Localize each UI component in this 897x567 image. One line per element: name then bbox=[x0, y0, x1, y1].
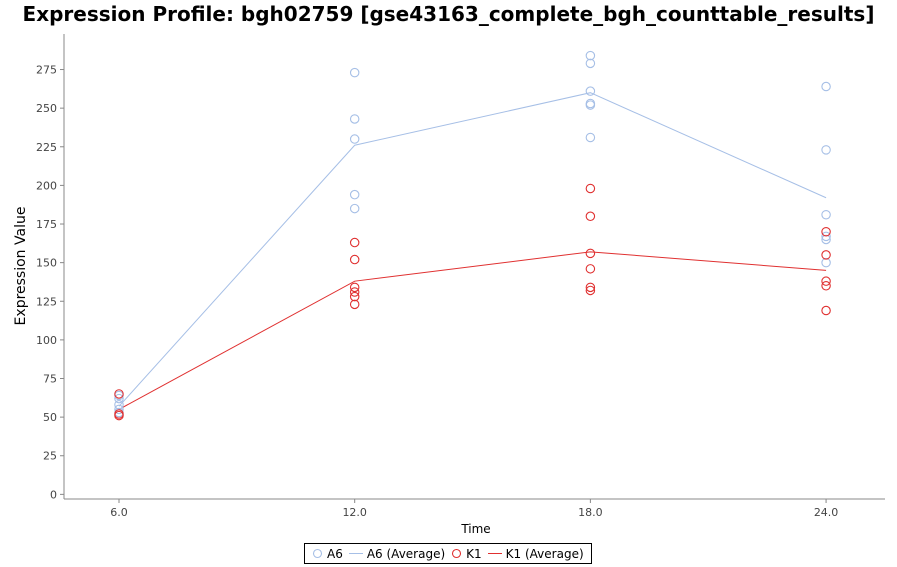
data-point-k1 bbox=[585, 285, 596, 296]
axes: 0 25 50 75 100 125 150 175 200 225 250 275 6.0 12.0 18… bbox=[36, 34, 885, 519]
legend: A6 A6 (Average) K1 K1 (Average) bbox=[304, 543, 592, 564]
legend-label: A6 bbox=[327, 546, 343, 561]
data-point-k1 bbox=[821, 305, 831, 316]
series-line-k1-average bbox=[118, 251, 827, 410]
data-point-a6 bbox=[821, 234, 831, 245]
chart-marks bbox=[114, 50, 831, 421]
data-point-k1 bbox=[821, 250, 831, 260]
data-point-a6 bbox=[349, 114, 360, 124]
data-point-k1 bbox=[349, 282, 360, 293]
data-point-a6 bbox=[585, 100, 596, 110]
data-point-a6 bbox=[821, 231, 831, 242]
y-tick-label: 225 bbox=[36, 141, 57, 154]
x-tick-label: 6.0 bbox=[110, 506, 128, 519]
legend-circle-swatch bbox=[452, 548, 462, 559]
data-point-k1 bbox=[585, 183, 596, 194]
data-point-k1 bbox=[114, 389, 124, 399]
data-point-a6 bbox=[114, 400, 124, 410]
data-point-a6 bbox=[585, 132, 596, 143]
data-point-a6 bbox=[821, 257, 831, 268]
legend-label: K1 bbox=[466, 546, 482, 561]
y-tick-label: 100 bbox=[36, 334, 57, 347]
legend-label: K1 (Average) bbox=[505, 546, 584, 561]
y-tick-label: 200 bbox=[36, 179, 57, 192]
data-point-a6 bbox=[349, 189, 360, 200]
chart-title: Expression Profile: bgh02759 [gse43163_c… bbox=[22, 2, 875, 26]
y-tick-label: 50 bbox=[43, 411, 57, 424]
data-point-a6 bbox=[821, 81, 831, 92]
legend-item-a6: A6 bbox=[312, 547, 343, 561]
y-tick-label: 75 bbox=[43, 373, 57, 386]
data-point-a6 bbox=[114, 393, 124, 404]
data-point-k1 bbox=[585, 248, 596, 259]
y-tick-label: 250 bbox=[36, 102, 57, 115]
data-point-a6 bbox=[585, 50, 596, 61]
data-point-a6 bbox=[585, 58, 596, 69]
data-point-k1 bbox=[821, 276, 831, 286]
x-tick-label: 24.0 bbox=[814, 506, 839, 519]
series-line-a6-average bbox=[118, 92, 827, 407]
data-point-k1 bbox=[114, 410, 124, 421]
y-tick-label: 0 bbox=[50, 488, 57, 501]
legend-item-k1-average: K1 (Average) bbox=[487, 546, 584, 561]
data-point-k1 bbox=[585, 211, 596, 222]
legend-label: A6 (Average) bbox=[366, 546, 446, 561]
x-axis-label: Time bbox=[460, 522, 490, 536]
legend-circle-swatch bbox=[312, 548, 323, 559]
data-point-k1 bbox=[585, 264, 596, 274]
y-tick-label: 175 bbox=[36, 218, 57, 231]
y-tick-label: 25 bbox=[43, 450, 57, 463]
x-tick-label: 12.0 bbox=[342, 506, 367, 519]
y-tick-label: 275 bbox=[36, 64, 57, 77]
y-tick-label: 125 bbox=[36, 295, 57, 308]
legend-item-k1: K1 bbox=[451, 547, 482, 561]
data-point-a6 bbox=[585, 86, 596, 96]
data-point-a6 bbox=[349, 203, 360, 214]
data-point-k1 bbox=[349, 291, 360, 302]
data-point-a6 bbox=[821, 209, 831, 220]
data-point-k1 bbox=[585, 282, 596, 293]
data-point-a6 bbox=[821, 145, 831, 155]
data-point-a6 bbox=[349, 67, 360, 78]
data-point-k1 bbox=[821, 281, 831, 291]
legend-line-swatch bbox=[487, 553, 502, 554]
data-point-k1 bbox=[349, 287, 360, 297]
data-point-k1 bbox=[349, 254, 360, 265]
data-point-a6 bbox=[114, 404, 124, 415]
y-axis-label: Expression Value bbox=[13, 207, 29, 326]
data-point-k1 bbox=[821, 226, 831, 237]
legend-item-a6-average: A6 (Average) bbox=[348, 546, 446, 561]
data-point-k1 bbox=[349, 237, 360, 248]
legend-line-swatch bbox=[348, 553, 363, 554]
data-point-k1 bbox=[349, 299, 360, 310]
data-point-a6 bbox=[349, 134, 360, 144]
y-tick-label: 150 bbox=[36, 257, 57, 270]
x-tick-label: 18.0 bbox=[578, 506, 603, 519]
